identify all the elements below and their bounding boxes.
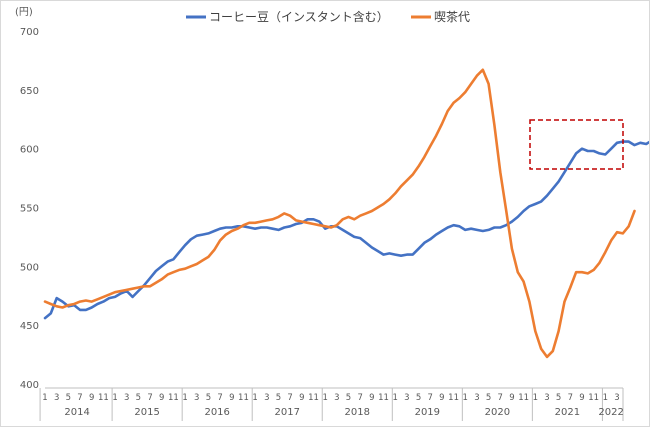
x-year-label: 2022 (598, 407, 623, 418)
x-tick-label: 3 (54, 393, 59, 403)
x-tick-label: 1 (392, 393, 397, 403)
x-tick-label: 1 (322, 393, 327, 403)
x-tick-label: 7 (428, 393, 433, 403)
x-tick-label: 9 (369, 393, 374, 403)
y-axis: 400 450 500 550 600 650 700 (20, 27, 39, 391)
x-tick-label: 11 (308, 393, 319, 403)
x-tick-label: 11 (238, 393, 249, 403)
series-group (43, 68, 650, 359)
legend-label-kissa: 喫茶代 (434, 9, 470, 24)
x-tick-label: 7 (77, 393, 82, 403)
x-tick-label: 3 (124, 393, 129, 403)
x-tick-label: 11 (168, 393, 179, 403)
x-year-label: 2016 (204, 407, 229, 418)
x-tick-label: 11 (378, 393, 389, 403)
x-tick-label: 1 (603, 393, 608, 403)
x-tick-label: 7 (568, 393, 573, 403)
x-tick-label: 9 (579, 393, 584, 403)
x-tick-label: 1 (252, 393, 257, 403)
y-tick-label: 550 (20, 204, 39, 215)
x-tick-label: 11 (588, 393, 599, 403)
x-tick-label: 9 (229, 393, 234, 403)
legend-label-coffee: コーヒー豆（インスタント含む） (209, 9, 389, 24)
x-axis: 1 3 5 7 9 11 1 3 5 7 9 11 1 3 5 7 9 11 1 3 5 7 9 11 1 3 5 7 9 11 1 3 5 7 9… (39, 387, 624, 421)
x-tick-label: 9 (439, 393, 444, 403)
x-tick-label: 9 (299, 393, 304, 403)
x-tick-label: 3 (474, 393, 479, 403)
x-year-label: 2021 (555, 407, 580, 418)
x-tick-label: 5 (346, 393, 351, 403)
x-tick-label: 9 (159, 393, 164, 403)
x-tick-label: 3 (334, 393, 339, 403)
x-tick-label: 5 (416, 393, 421, 403)
x-tick-label: 11 (518, 393, 529, 403)
x-tick-label: 1 (112, 393, 117, 403)
x-tick-label: 5 (486, 393, 491, 403)
x-tick-label: 11 (98, 393, 109, 403)
x-tick-label: 3 (404, 393, 409, 403)
y-tick-label: 700 (20, 27, 39, 38)
x-tick-label: 3 (614, 393, 619, 403)
y-tick-label: 500 (20, 262, 39, 273)
x-tick-label: 5 (66, 393, 71, 403)
y-tick-label: 400 (20, 380, 39, 391)
y-tick-label: 600 (20, 145, 39, 156)
x-tick-label: 7 (287, 393, 292, 403)
x-tick-label: 5 (206, 393, 211, 403)
x-tick-label: 1 (42, 393, 47, 403)
x-tick-label: 3 (194, 393, 199, 403)
x-year-label: 2018 (345, 407, 370, 418)
x-tick-label: 5 (556, 393, 561, 403)
x-tick-label: 11 (448, 393, 459, 403)
x-tick-label: 1 (182, 393, 187, 403)
x-year-label: 2014 (64, 407, 89, 418)
x-year-label: 2019 (415, 407, 440, 418)
series-line-kissa (43, 68, 636, 359)
x-tick-label: 5 (136, 393, 141, 403)
x-year-label: 2017 (274, 407, 299, 418)
x-year-label: 2020 (485, 407, 510, 418)
x-tick-label: 1 (463, 393, 468, 403)
y-tick-label: 450 (20, 321, 39, 332)
x-tick-label: 3 (264, 393, 269, 403)
x-tick-label: 5 (276, 393, 281, 403)
x-tick-label: 9 (89, 393, 94, 403)
x-tick-label: 1 (533, 393, 538, 403)
highlight-box (529, 119, 624, 170)
y-tick-label: 650 (20, 86, 39, 97)
x-tick-label: 7 (498, 393, 503, 403)
x-tick-label: 3 (544, 393, 549, 403)
y-unit-label: (円) (15, 7, 33, 18)
series-line-coffee (43, 140, 650, 320)
x-tick-label: 7 (217, 393, 222, 403)
x-year-label: 2015 (134, 407, 159, 418)
legend: コーヒー豆（インスタント含む） 喫茶代 (186, 9, 470, 24)
x-tick-label: 7 (147, 393, 152, 403)
x-tick-label: 7 (357, 393, 362, 403)
x-tick-label: 9 (509, 393, 514, 403)
